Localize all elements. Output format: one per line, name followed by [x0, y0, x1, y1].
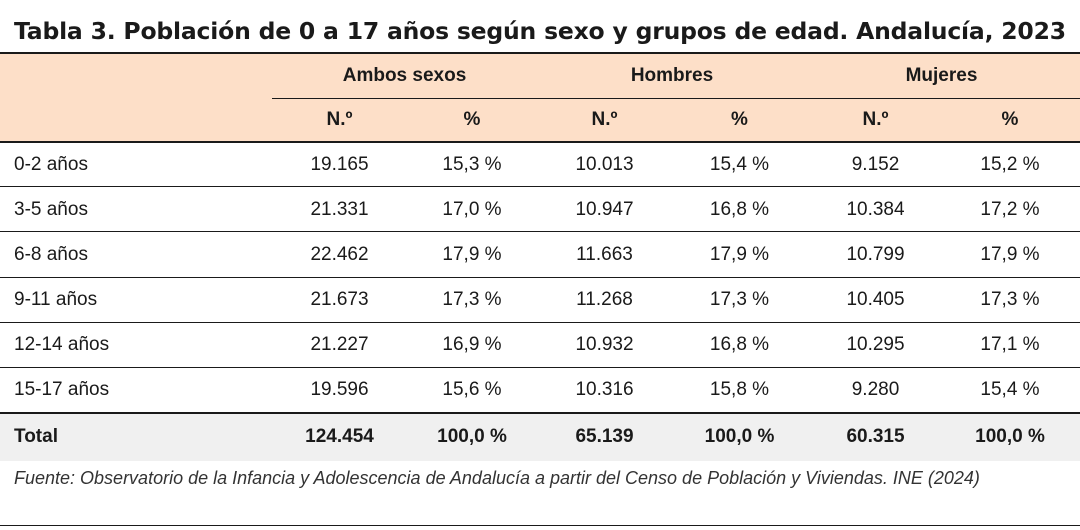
- subheader-mujeres-n: N.º: [862, 109, 889, 130]
- subheader-hombres-n: N.º: [591, 109, 618, 130]
- cell-ambos-n: 21.331: [310, 199, 369, 220]
- cell-ambos-pct: 17,3 %: [442, 289, 502, 310]
- cell-mujeres-pct: 17,2 %: [980, 199, 1040, 220]
- cell-ambos-n: 19.596: [310, 379, 369, 400]
- cell-hombres-n: 10.932: [575, 334, 634, 355]
- cell-hombres-pct: 16,8 %: [709, 199, 770, 220]
- total-cell-mujeres-n: 60.315: [846, 426, 905, 447]
- row-divider: [0, 186, 1080, 187]
- subheader-ambos-n: N.º: [326, 109, 353, 130]
- cell-mujeres-pct: 15,4 %: [980, 379, 1040, 400]
- total-cell-mujeres-pct: 100,0 %: [975, 426, 1045, 447]
- row-divider: [0, 141, 1080, 143]
- row-label: 6-8 años: [14, 244, 88, 265]
- cell-hombres-n: 10.316: [575, 379, 634, 400]
- row-label: 15-17 años: [14, 379, 110, 400]
- cell-ambos-n: 19.165: [310, 154, 369, 175]
- row-divider: [0, 231, 1080, 232]
- cell-ambos-pct: 17,0 %: [442, 199, 502, 220]
- group-header-hombres: Hombres: [630, 65, 714, 86]
- total-cell-ambos-pct: 100,0 %: [437, 426, 507, 447]
- subheader-ambos-pct: %: [463, 109, 481, 130]
- cell-hombres-pct: 15,8 %: [709, 379, 770, 400]
- cell-mujeres-n: 10.384: [846, 199, 905, 220]
- cell-hombres-pct: 15,4 %: [709, 154, 770, 175]
- row-label: 0-2 años: [14, 154, 88, 175]
- cell-mujeres-n: 9.280: [851, 379, 900, 400]
- cell-ambos-n: 21.673: [310, 289, 369, 310]
- table-header: [0, 54, 1080, 141]
- cell-hombres-n: 10.947: [575, 199, 634, 220]
- group-header-mujeres: Mujeres: [905, 65, 978, 86]
- row-label: 9-11 años: [14, 289, 98, 310]
- cell-ambos-n: 21.227: [310, 334, 369, 355]
- cell-mujeres-n: 9.152: [851, 154, 900, 175]
- bottom-rule: [0, 525, 1080, 526]
- cell-mujeres-pct: 17,9 %: [980, 244, 1040, 265]
- total-row-background: [0, 413, 1080, 461]
- subheader-mujeres-pct: %: [1001, 109, 1019, 130]
- group-header-ambos-sexos: Ambos sexos: [342, 65, 467, 86]
- source-note: Fuente: Observatorio de la Infancia y Ad…: [14, 468, 980, 488]
- cell-ambos-pct: 17,9 %: [442, 244, 502, 265]
- cell-mujeres-pct: 15,2 %: [980, 154, 1040, 175]
- cell-hombres-pct: 17,3 %: [709, 289, 770, 310]
- row-divider: [0, 412, 1080, 414]
- cell-mujeres-n: 10.405: [846, 289, 905, 310]
- title-rule: [0, 52, 1080, 54]
- cell-ambos-n: 22.462: [310, 244, 369, 265]
- subheader-hombres-pct: %: [731, 109, 748, 130]
- cell-hombres-n: 10.013: [575, 154, 634, 175]
- cell-mujeres-n: 10.295: [846, 334, 905, 355]
- total-cell-hombres-pct: 100,0 %: [704, 426, 775, 447]
- cell-hombres-n: 11.268: [576, 289, 633, 310]
- cell-ambos-pct: 15,3 %: [442, 154, 502, 175]
- total-cell-ambos-n: 124.454: [305, 426, 374, 447]
- table-title: Tabla 3. Población de 0 a 17 años según …: [14, 17, 1066, 45]
- row-label: 3-5 años: [14, 199, 88, 220]
- cell-hombres-pct: 16,8 %: [709, 334, 770, 355]
- row-divider: [0, 277, 1080, 278]
- row-divider: [0, 367, 1080, 368]
- cell-mujeres-n: 10.799: [846, 244, 905, 265]
- cell-ambos-pct: 16,9 %: [442, 334, 502, 355]
- cell-hombres-n: 11.663: [576, 244, 633, 265]
- total-row-label: Total: [14, 426, 58, 447]
- cell-mujeres-pct: 17,3 %: [980, 289, 1040, 310]
- cell-hombres-pct: 17,9 %: [709, 244, 770, 265]
- cell-ambos-pct: 15,6 %: [442, 379, 502, 400]
- total-cell-hombres-n: 65.139: [575, 426, 634, 447]
- cell-mujeres-pct: 17,1 %: [980, 334, 1040, 355]
- row-label: 12-14 años: [14, 334, 110, 355]
- row-divider: [0, 322, 1080, 323]
- header-divider: [272, 98, 1080, 99]
